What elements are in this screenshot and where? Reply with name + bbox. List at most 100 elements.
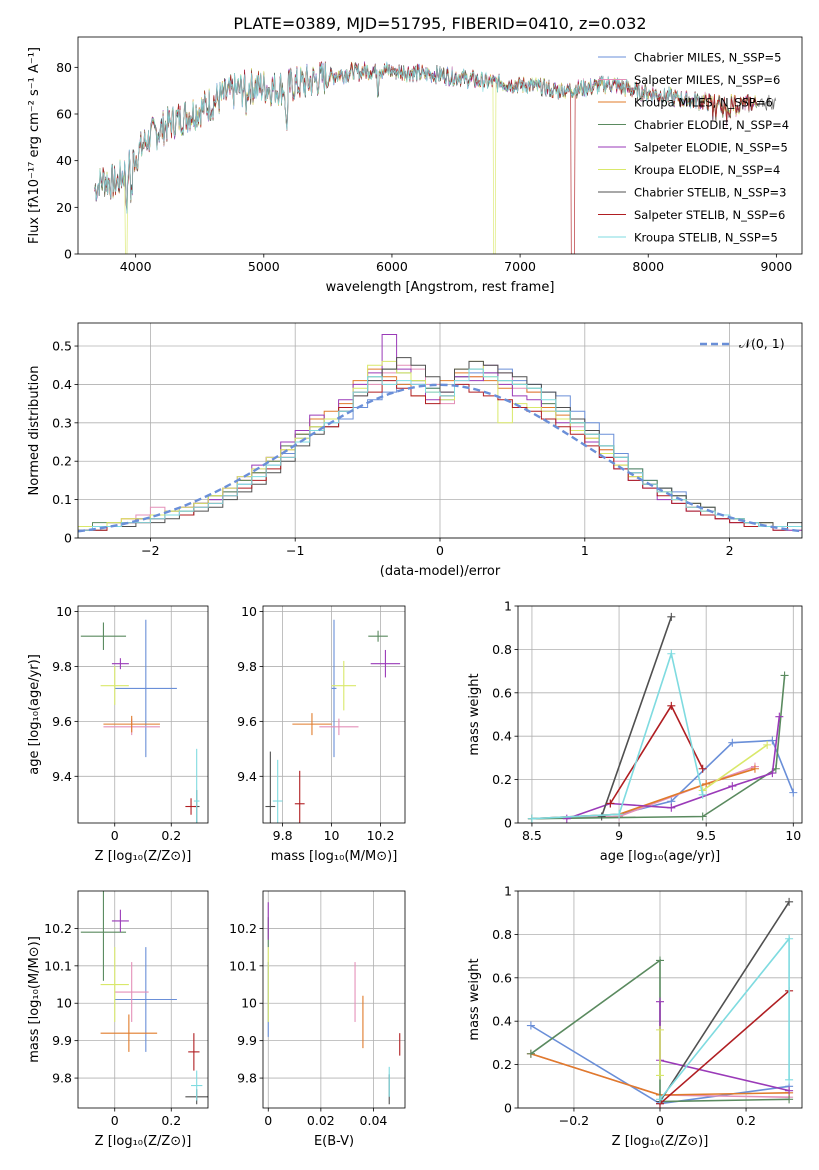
legend-label: Kroupa MILES, N_SSP=6 (634, 96, 773, 110)
errorbar-kroupa-stelib (193, 748, 200, 823)
panel-mass-vs-age: 9.8 10 10.2 9.4 9.6 9.8 10 mass [log₁₀(M/M⊙)] (237, 604, 406, 864)
x-axis-label: (data-model)/error (380, 564, 501, 579)
x-tick-label: 0.04 (360, 1113, 388, 1128)
errorbar-salpeter-stelib (188, 1033, 200, 1071)
panel-mass-weight-vs-age: 8.5 9 9.5 10 0 0.2 0.4 0.6 0.8 1 age [log₁₀(age/yr… (467, 599, 803, 864)
x-tick-label: 0.02 (307, 1113, 335, 1128)
marker-kroupa-stelib (527, 814, 536, 823)
y-tick-label: 9.9 (52, 1033, 72, 1048)
legend-label: Salpeter ELODIE, N_SSP=5 (634, 141, 788, 155)
plot-area (267, 902, 401, 1105)
y-tick-label: 9.8 (52, 1071, 72, 1086)
series-line-chabrier-stelib (659, 901, 790, 1102)
x-tick-label: 5000 (248, 259, 280, 274)
errorbar-salpeter-stelib (294, 770, 305, 823)
x-axis-label: Z [log₁₀(Z/Z⊙)] (95, 1134, 192, 1149)
figure-title: PLATE=0389, MJD=51795, FIBERID=0410, z=0… (233, 14, 646, 33)
y-axis-label: mass [log₁₀(M/M⊙)] (27, 936, 42, 1063)
errorbar-kroupa-miles (292, 713, 332, 736)
marker-chabrier-elodie (656, 956, 664, 965)
x-tick-label: 8000 (632, 259, 664, 274)
histogram-kroupa-stelib (78, 368, 802, 538)
errorbar-kroupa-elodie (331, 660, 357, 711)
x-tick-label: 9000 (760, 259, 792, 274)
y-tick-label: 0.8 (492, 642, 512, 657)
marker-chabrier-elodie (698, 812, 707, 821)
x-tick-label: −1 (286, 543, 304, 558)
x-tick-label: 2 (726, 543, 734, 558)
plot-area (80, 891, 208, 1105)
marker-kroupa-miles (750, 764, 759, 773)
legend-label: Kroupa ELODIE, N_SSP=4 (634, 163, 780, 177)
y-tick-label: 60 (56, 107, 72, 122)
y-tick-label: 1 (504, 599, 512, 614)
errorbar-kroupa-stelib (272, 759, 283, 823)
marker-salpeter-elodie (656, 997, 664, 1006)
panel-residuals: −2 −1 0 1 2 0 0.1 0.2 0.3 0.4 0.5 (data-model)/erro… (27, 322, 803, 579)
y-axis-label: mass weight (467, 673, 482, 755)
marker-kroupa-elodie (656, 1071, 664, 1080)
y-axis-label: Flux [fλ10⁻¹⁷ erg cm⁻² s⁻¹ A⁻¹] (27, 47, 42, 244)
y-tick-label: 1 (504, 884, 512, 899)
x-tick-label: 0 (111, 828, 119, 843)
y-tick-label: 0.4 (492, 1014, 512, 1029)
y-tick-label: 0 (504, 1101, 512, 1116)
y-tick-label: 10 (56, 996, 72, 1011)
legend-label: Chabrier STELIB, N_SSP=3 (634, 186, 786, 200)
errorbar-kroupa-miles (100, 1014, 158, 1052)
y-tick-label: 10.1 (44, 958, 72, 973)
y-tick-label: 9.4 (237, 769, 257, 784)
marker-salpeter-elodie (775, 712, 784, 721)
legend-label: Chabrier ELODIE, N_SSP=4 (634, 118, 789, 132)
errorbar-kroupa-miles (103, 715, 160, 733)
marker-chabrier-stelib (785, 897, 794, 906)
plot-area (526, 897, 794, 1108)
x-axis-label: mass [log₁₀(M/M⊙)] (271, 849, 398, 864)
axes-frame (77, 605, 209, 824)
y-axis-label: mass weight (467, 958, 482, 1040)
y-axis-label: age [log₁₀(age/yr)] (27, 654, 42, 775)
y-tick-label: 0.1 (52, 492, 72, 507)
y-tick-label: 0 (64, 531, 72, 546)
marker-chabrier-miles (789, 788, 798, 797)
marker-chabrier-miles (768, 736, 777, 745)
marker-salpeter-stelib (667, 701, 676, 710)
panel-z-vs-mass: 0 0.2 9.8 9.9 10 10.1 10.2 Z [log₁₀(Z/Z⊙)] mass … (27, 890, 209, 1149)
errorbar-chabrier-miles (114, 947, 177, 1052)
series-line-kroupa-elodie (702, 744, 768, 792)
y-tick-label: 80 (56, 60, 72, 75)
x-tick-label: 0 (436, 543, 444, 558)
y-tick-label: 10 (241, 604, 257, 619)
marker-salpeter-elodie (768, 769, 777, 778)
series-line-chabrier-stelib (600, 616, 673, 817)
errorbar-chabrier-stelib (265, 751, 276, 823)
y-tick-label: 0.6 (492, 970, 512, 985)
y-tick-label: 0 (504, 816, 512, 831)
marker-kroupa-miles (702, 779, 711, 788)
y-tick-label: 10.2 (229, 921, 257, 936)
x-tick-label: 0.2 (161, 1113, 181, 1128)
y-tick-label: 0.5 (52, 339, 72, 354)
y-tick-label: 20 (56, 200, 72, 215)
x-tick-label: 0 (111, 1113, 119, 1128)
y-tick-label: 10.1 (229, 958, 257, 973)
x-tick-label: 1 (581, 543, 589, 558)
y-tick-label: 9.6 (52, 714, 72, 729)
x-tick-label: 9 (615, 828, 623, 843)
axes-frame (262, 605, 406, 824)
y-tick-label: 0 (64, 247, 72, 262)
y-tick-label: 9.6 (237, 714, 257, 729)
histogram-chabrier-stelib (78, 357, 802, 538)
axes-frame (517, 605, 803, 824)
legend-label: Salpeter MILES, N_SSP=6 (634, 73, 780, 87)
errorbar-kroupa-elodie (100, 947, 129, 1022)
x-axis-label: Z [log₁₀(Z/Z⊙)] (612, 1134, 709, 1149)
panel-mass-weight-vs-z: −0.2 0 0.2 0 0.2 0.4 0.6 0.8 1 Z [log₁₀(Z/Z⊙)] mas… (467, 884, 803, 1149)
x-tick-label: 6000 (376, 259, 408, 274)
y-tick-label: 0.4 (52, 377, 72, 392)
marker-salpeter-elodie (785, 1086, 794, 1095)
y-tick-label: 9.4 (52, 769, 72, 784)
y-tick-label: 0.8 (492, 927, 512, 942)
legend-label: 𝒩(0, 1) (739, 336, 785, 351)
errorbar-kroupa-stelib (191, 1070, 203, 1101)
